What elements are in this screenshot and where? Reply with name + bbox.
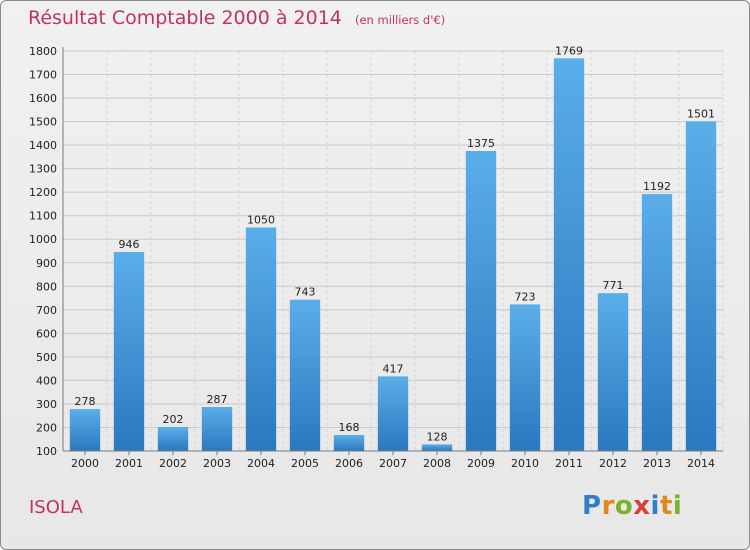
x-tick-label: 2005 xyxy=(291,457,319,470)
bars: 278 946 202 287 1050 743 168 417 128 1375 723 1769 7… xyxy=(69,44,717,452)
y-tick-label: 100 xyxy=(36,445,57,458)
bar xyxy=(333,435,365,451)
value-label: 128 xyxy=(427,430,448,443)
y-tick-label: 600 xyxy=(36,327,57,340)
value-label: 1501 xyxy=(687,107,715,120)
y-tick-label: 1600 xyxy=(29,92,57,105)
bar xyxy=(69,409,101,451)
x-tick-label: 2000 xyxy=(71,457,99,470)
brand-logo-letter: r xyxy=(601,491,615,521)
bar xyxy=(421,444,453,451)
y-tick-label: 1100 xyxy=(29,210,57,223)
x-tick-label: 2009 xyxy=(467,457,495,470)
value-label: 287 xyxy=(207,393,228,406)
value-label: 278 xyxy=(75,395,96,408)
bar xyxy=(157,427,189,451)
bar xyxy=(113,251,145,451)
title-line: Résultat Comptable 2000 à 2014 (en milli… xyxy=(28,7,445,29)
value-label: 771 xyxy=(603,279,624,292)
bar xyxy=(289,299,321,451)
brand-logo-letter: i xyxy=(650,491,660,521)
bar xyxy=(201,407,233,451)
y-tick-label: 1800 xyxy=(29,45,57,58)
value-label: 1192 xyxy=(643,180,671,193)
value-label: 946 xyxy=(119,238,140,251)
brand-logo-letter: P xyxy=(582,491,602,521)
x-tick-label: 2006 xyxy=(335,457,363,470)
y-tick-label: 1500 xyxy=(29,116,57,129)
brand-logo-letter: o xyxy=(614,491,634,521)
value-label: 743 xyxy=(295,286,316,299)
y-tick-label: 1700 xyxy=(29,69,57,82)
value-label: 202 xyxy=(163,413,184,426)
y-tick-label: 1000 xyxy=(29,233,57,246)
y-tick-label: 1200 xyxy=(29,186,57,199)
bar xyxy=(509,304,541,451)
x-tick-label: 2002 xyxy=(159,457,187,470)
x-tick-label: 2013 xyxy=(643,457,671,470)
commune-name: ISOLA xyxy=(29,497,83,518)
chart-title: Résultat Comptable 2000 à 2014 xyxy=(28,7,342,29)
x-tick-label: 2008 xyxy=(423,457,451,470)
value-label: 417 xyxy=(383,362,404,375)
bar xyxy=(377,376,409,451)
bar xyxy=(245,227,277,451)
y-tick-label: 400 xyxy=(36,374,57,387)
y-tick-label: 900 xyxy=(36,257,57,270)
x-tick-label: 2007 xyxy=(379,457,407,470)
y-tick-label: 500 xyxy=(36,351,57,364)
y-tick-label: 200 xyxy=(36,421,57,434)
y-axis: 100 200 300 400 500 600 700 800 900 1000 1100 1200 1… xyxy=(29,45,64,458)
value-label: 1050 xyxy=(247,213,275,226)
brand-logo-letter: i xyxy=(672,491,683,521)
bar xyxy=(465,151,497,451)
x-tick-label: 2003 xyxy=(203,457,231,470)
x-tick-label: 2004 xyxy=(247,457,275,470)
y-tick-label: 1300 xyxy=(29,163,57,176)
value-label: 1375 xyxy=(467,137,495,150)
x-tick-label: 2001 xyxy=(115,457,143,470)
brand-logo-letter: t xyxy=(659,491,673,521)
x-axis: 2000 2001 2002 2003 2004 2005 2006 2007 2008 2009… xyxy=(63,450,723,470)
value-label: 168 xyxy=(339,421,360,434)
y-tick-label: 800 xyxy=(36,280,57,293)
value-label: 723 xyxy=(515,290,536,303)
y-tick-label: 700 xyxy=(36,304,57,317)
y-tick-label: 1400 xyxy=(29,139,57,152)
bar xyxy=(641,194,673,451)
brand-logo: Proxiti xyxy=(582,491,682,521)
brand-logo-letter: x xyxy=(633,491,651,521)
y-tick-label: 300 xyxy=(36,398,57,411)
chart-subtitle: (en milliers d'€) xyxy=(354,13,446,27)
value-label: 1769 xyxy=(555,44,583,57)
bar xyxy=(685,121,717,452)
x-tick-label: 2010 xyxy=(511,457,539,470)
x-tick-label: 2012 xyxy=(599,457,627,470)
bar xyxy=(597,293,629,451)
bar xyxy=(553,58,585,451)
x-tick-label: 2014 xyxy=(687,457,715,470)
x-tick-label: 2011 xyxy=(555,457,583,470)
